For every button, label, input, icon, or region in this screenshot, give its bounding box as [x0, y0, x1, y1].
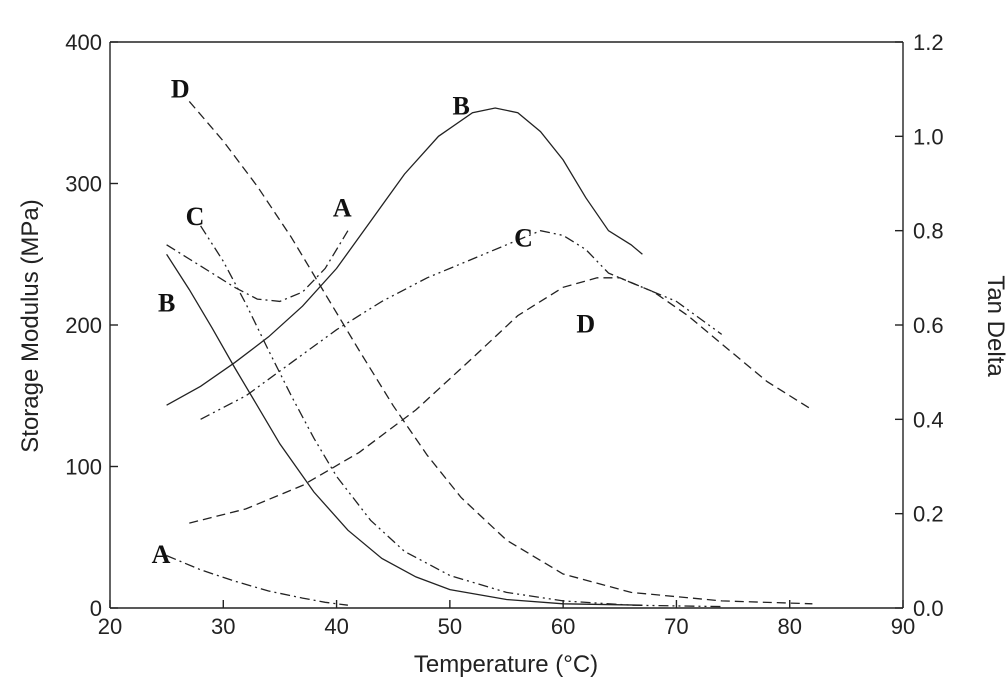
y-axis-title: Storage Modulus (MPa) [17, 199, 44, 452]
axes [109, 41, 904, 609]
curve-b-storage-modulus [166, 253, 643, 606]
curve-label: D [576, 310, 595, 339]
x-tick-label: 60 [551, 614, 575, 639]
curve-label: C [186, 202, 205, 231]
curve-c-storage-modulus [200, 225, 722, 608]
curve-label: C [514, 223, 533, 252]
x-tick-label: 80 [777, 614, 801, 639]
curve-d-tan-delta [189, 277, 813, 524]
curve-c-tan-delta [200, 230, 723, 420]
y2-tick-label: 0.2 [913, 502, 944, 527]
curve-a-tan-delta [166, 230, 349, 303]
x-axis-title: Temperature (°C) [414, 651, 598, 678]
y-tick-label: 0 [90, 596, 102, 621]
y-tick-label: 200 [65, 313, 102, 338]
curves [166, 100, 813, 608]
curve-label: B [453, 92, 470, 121]
y2-axis-title: Tan Delta [982, 275, 1007, 377]
y2-tick-label: 0.4 [913, 407, 944, 432]
curve-label: B [158, 288, 175, 317]
y-tick-label: 400 [65, 30, 102, 55]
curve-label: D [171, 75, 190, 104]
x-tick-label: 70 [664, 614, 688, 639]
y2-tick-label: 1.2 [913, 30, 944, 55]
curve-b-tan-delta [166, 107, 643, 406]
y2-tick-label: 1.0 [913, 124, 944, 149]
x-tick-label: 20 [98, 614, 122, 639]
curve-label: A [152, 540, 171, 569]
x-tick-label: 50 [438, 614, 462, 639]
curve-d-storage-modulus [188, 100, 813, 605]
curve-a-storage-modulus [166, 555, 348, 606]
y-tick-label: 100 [65, 455, 102, 480]
curve-label: A [333, 194, 352, 223]
x-tick-label: 30 [211, 614, 235, 639]
y-tick-label: 300 [65, 172, 102, 197]
ticks: 20 30 40 50 60 70 80 90 0 100 200 300 400 0.0 0.2 0.4 0.… [65, 30, 943, 639]
x-tick-label: 90 [891, 614, 915, 639]
y2-tick-label: 0.8 [913, 219, 944, 244]
y2-tick-label: 0.0 [913, 596, 944, 621]
x-tick-label: 40 [324, 614, 348, 639]
y2-tick-label: 0.6 [913, 313, 944, 338]
curve-labels: D B C A C B D A [152, 75, 596, 570]
